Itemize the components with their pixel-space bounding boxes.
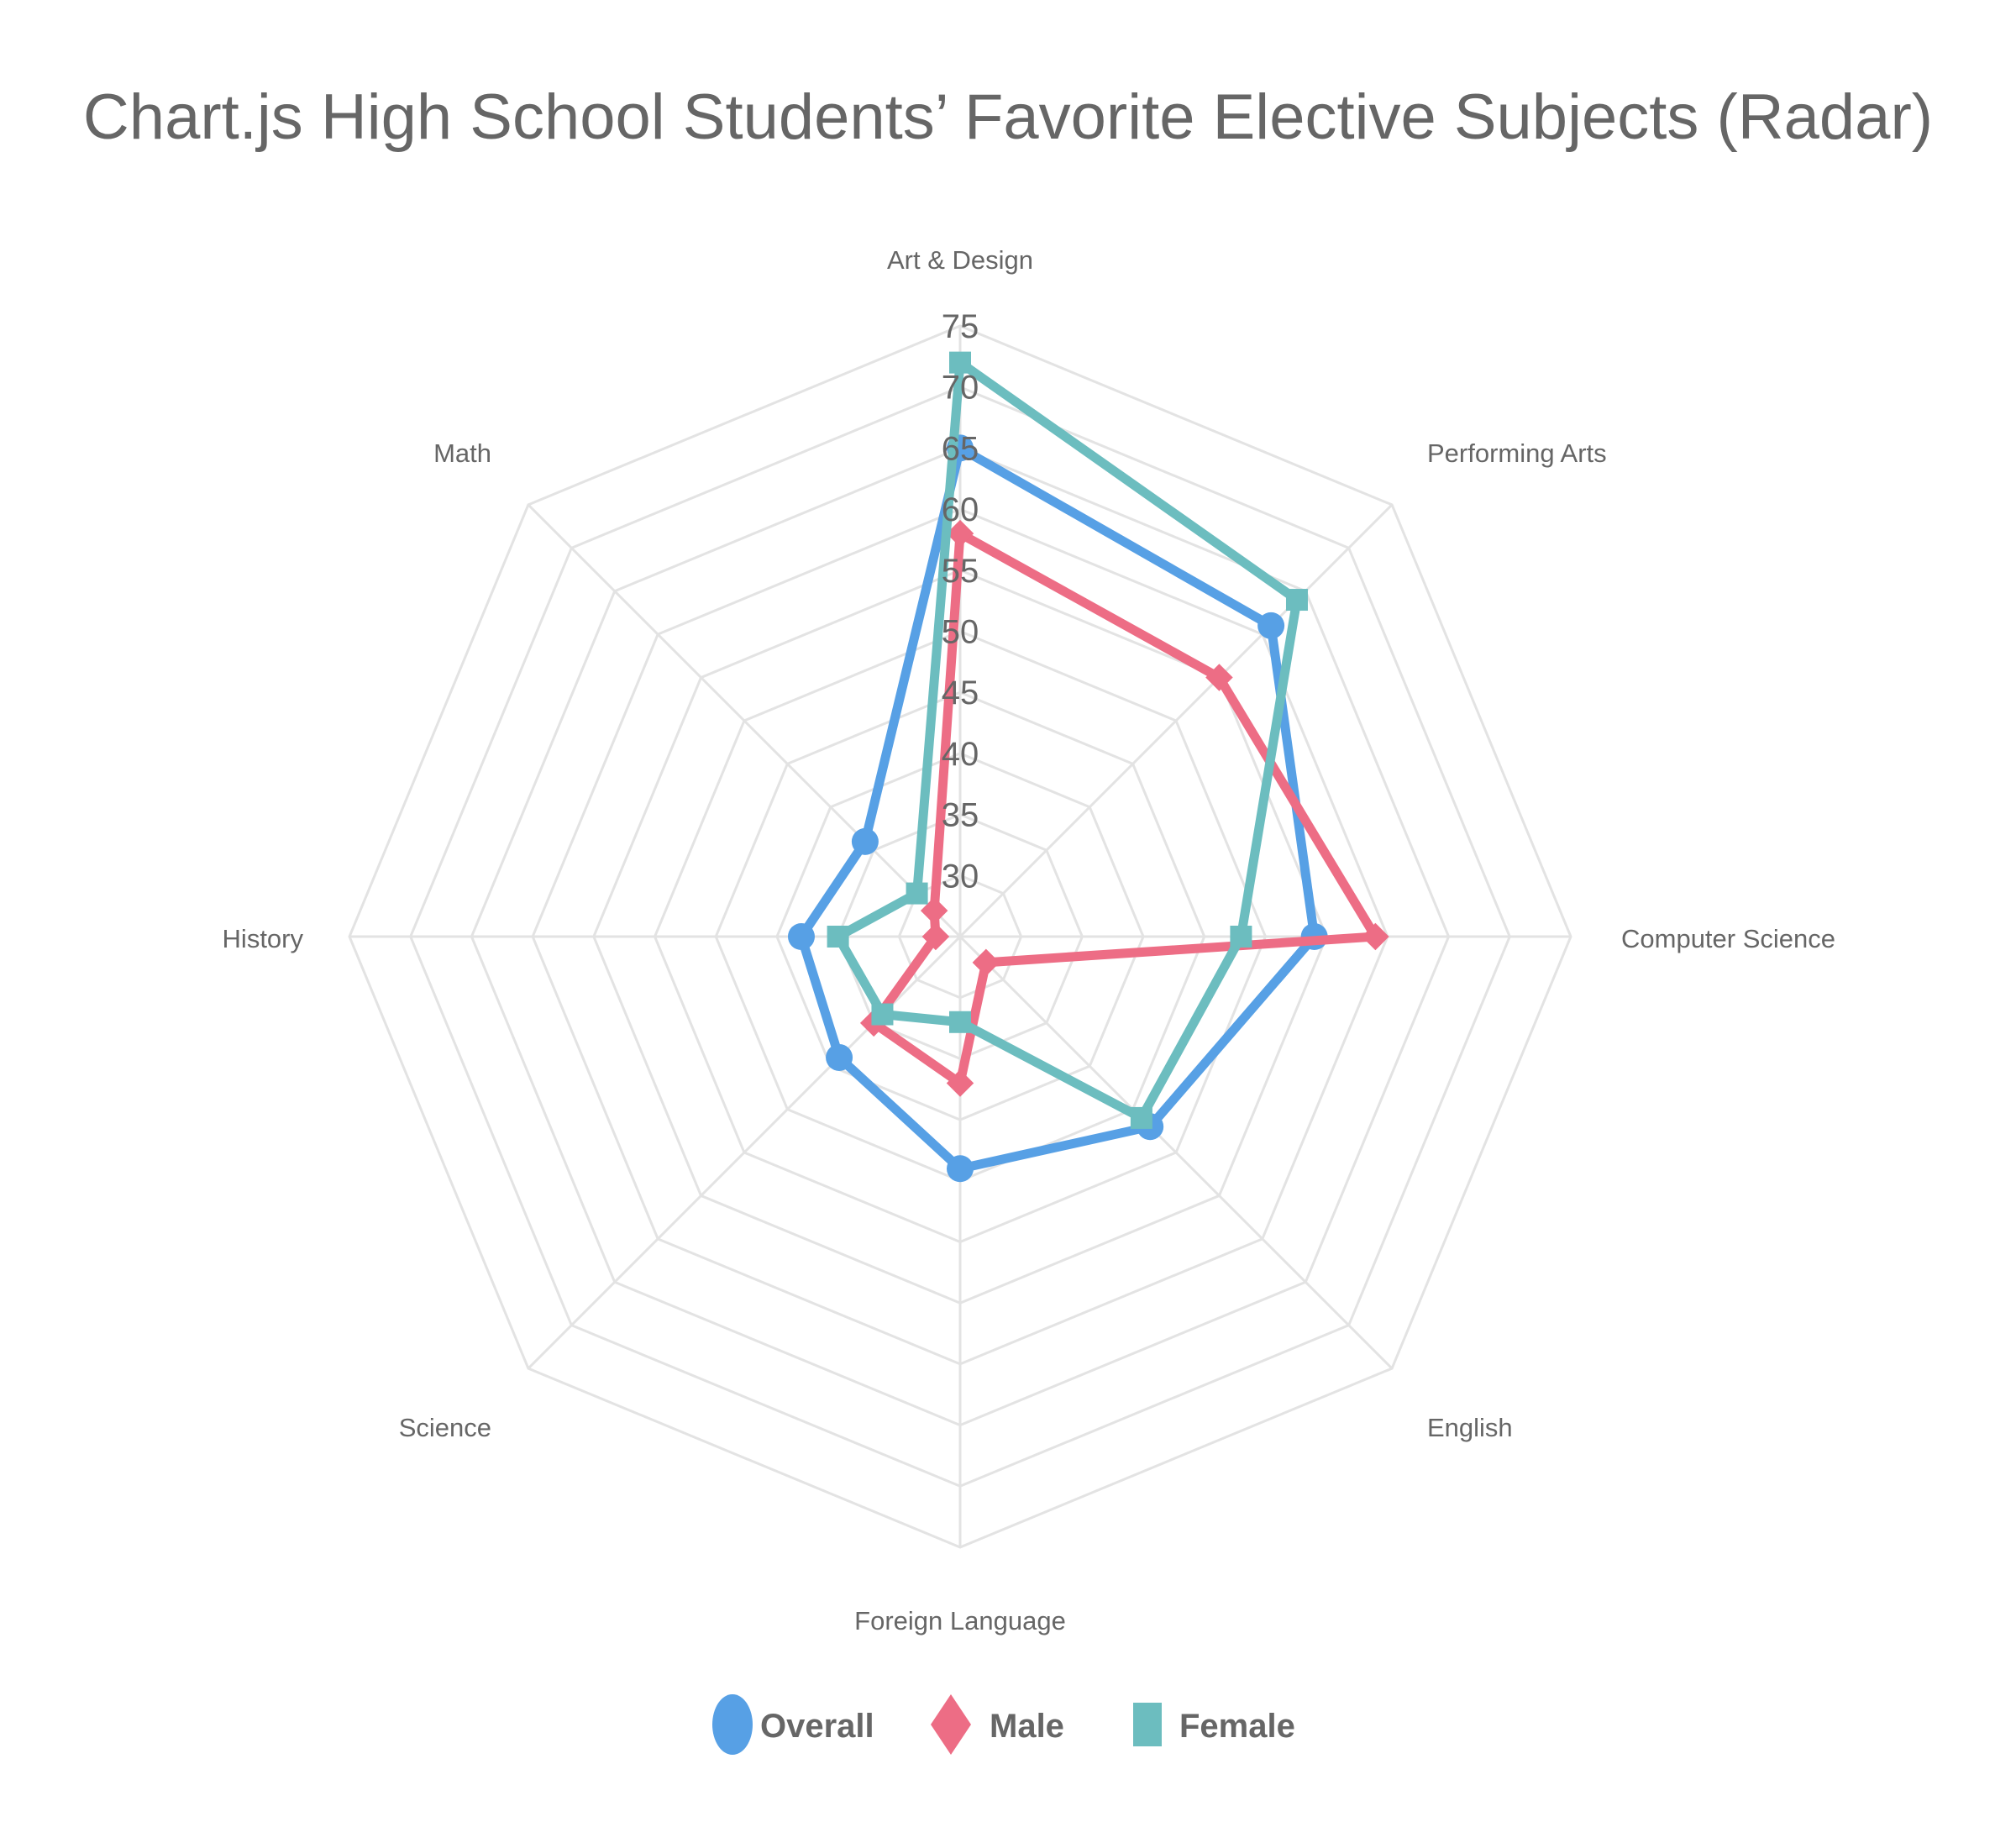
circle-marker-icon[interactable] <box>787 923 815 950</box>
tick-label: 45 <box>942 675 979 711</box>
radar-series <box>787 351 1389 1183</box>
tick-label: 35 <box>942 797 979 834</box>
axis-label: Computer Science <box>1621 924 1835 953</box>
square-marker-icon[interactable] <box>827 926 849 948</box>
tick-label: 55 <box>942 553 979 590</box>
square-marker-icon[interactable] <box>1130 1106 1152 1129</box>
square-marker-icon[interactable] <box>1230 926 1252 948</box>
diamond-marker-icon[interactable] <box>972 948 1000 977</box>
radar-grid <box>348 324 1572 1549</box>
axis-label: Math <box>433 438 491 468</box>
tick-label: 30 <box>942 858 979 895</box>
square-marker-icon[interactable] <box>1285 589 1308 612</box>
diamond-marker-icon[interactable] <box>946 1069 974 1097</box>
square-marker-icon[interactable] <box>949 351 971 374</box>
legend: Overall Male Female <box>712 1694 1295 1755</box>
diamond-marker-icon[interactable] <box>921 922 950 951</box>
tick-label: 65 <box>942 430 979 467</box>
circle-marker-icon[interactable] <box>851 827 879 855</box>
axis-label: Science <box>399 1413 491 1442</box>
legend-label: Overall <box>760 1708 874 1745</box>
axis-label: Art & Design <box>887 245 1033 275</box>
square-marker-icon[interactable] <box>871 1003 894 1026</box>
axis-label: Performing Arts <box>1427 438 1607 468</box>
tick-label: 50 <box>942 614 979 651</box>
diamond-icon <box>931 1694 971 1755</box>
circle-marker-icon[interactable] <box>1257 612 1285 639</box>
square-marker-icon[interactable] <box>949 1011 971 1033</box>
axis-label: English <box>1427 1413 1513 1442</box>
tick-label: 40 <box>942 736 979 773</box>
axis-label: Foreign Language <box>854 1606 1066 1635</box>
series-line <box>832 354 1302 1125</box>
legend-label: Female <box>1179 1708 1295 1745</box>
grid-spoke <box>527 935 962 1370</box>
legend-item-overall[interactable]: Overall <box>712 1694 874 1755</box>
chart-title: Chart.js High School Students’ Favorite … <box>83 81 1933 153</box>
diamond-marker-icon[interactable] <box>946 519 974 548</box>
grid-spoke <box>527 503 962 938</box>
axis-label: History <box>223 924 304 953</box>
legend-label: Male <box>990 1708 1064 1745</box>
legend-item-male[interactable]: Male <box>931 1694 1064 1755</box>
circle-marker-icon[interactable] <box>826 1043 853 1071</box>
grid-spoke <box>958 935 1394 1370</box>
axis-labels: Art & Design Performing Arts Computer Scie… <box>223 245 1835 1635</box>
grid-spoke <box>958 503 1394 938</box>
square-marker-icon[interactable] <box>906 882 928 905</box>
legend-item-female[interactable]: Female <box>1133 1703 1295 1746</box>
square-icon <box>1133 1703 1162 1746</box>
series-female <box>827 351 1308 1129</box>
tick-label: 70 <box>942 370 979 407</box>
circle-marker-icon[interactable] <box>947 1155 974 1183</box>
diamond-marker-icon[interactable] <box>1362 922 1389 951</box>
tick-label: 75 <box>942 308 979 345</box>
tick-label: 60 <box>942 491 979 528</box>
circle-icon <box>712 1694 753 1755</box>
radial-tick-labels: 30 35 40 45 50 55 60 65 70 75 <box>942 308 979 895</box>
diamond-marker-icon[interactable] <box>1205 664 1233 691</box>
